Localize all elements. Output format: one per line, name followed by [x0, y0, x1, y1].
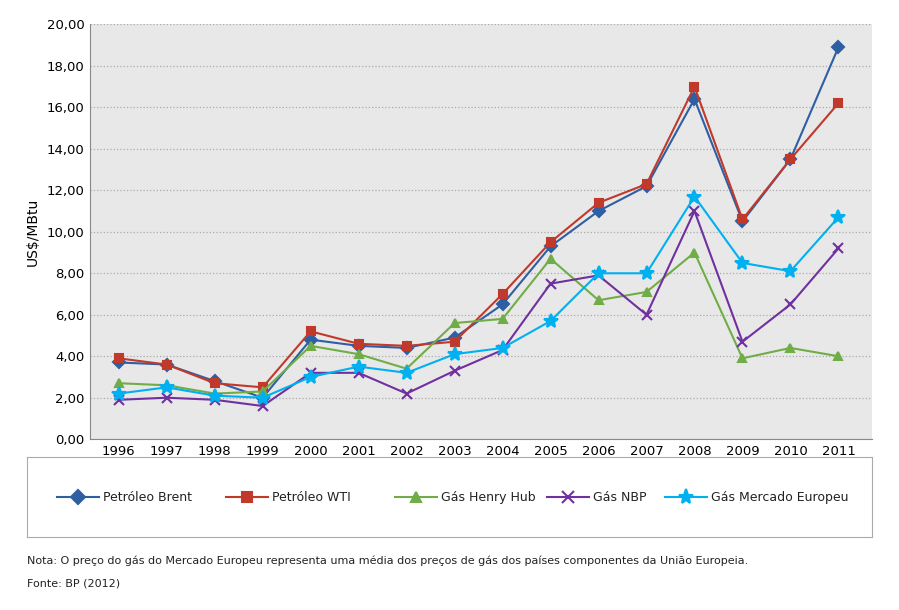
Gás NBP: [306, 369, 316, 376]
Gás Henry Hub: [497, 315, 508, 323]
Petróleo Brent: [785, 156, 796, 163]
Gás NBP: [737, 338, 748, 345]
Petróleo Brent: [593, 207, 604, 215]
Petróleo WTI: [161, 361, 172, 368]
Line: Gás Henry Hub: Gás Henry Hub: [114, 248, 842, 398]
Text: Gás NBP: Gás NBP: [593, 490, 646, 504]
Gás NBP: [161, 394, 172, 401]
Gás Mercado Europeu: [353, 363, 364, 370]
Y-axis label: US$/MBtu: US$/MBtu: [25, 198, 40, 266]
Petróleo WTI: [690, 83, 700, 90]
Line: Gás NBP: Gás NBP: [114, 206, 843, 411]
Petróleo WTI: [401, 342, 412, 350]
Petróleo Brent: [545, 243, 556, 250]
Petróleo WTI: [833, 99, 844, 107]
Gás Henry Hub: [545, 255, 556, 262]
Petróleo Brent: [450, 334, 460, 341]
Gás Henry Hub: [833, 353, 844, 360]
Petróleo WTI: [593, 199, 604, 206]
Gás Henry Hub: [593, 296, 604, 304]
Gás Henry Hub: [113, 379, 124, 387]
Gás Henry Hub: [161, 382, 172, 389]
Gás Mercado Europeu: [450, 351, 460, 358]
Line: Petróleo Brent: Petróleo Brent: [114, 43, 842, 402]
Petróleo Brent: [306, 336, 316, 343]
Gás Mercado Europeu: [833, 214, 844, 221]
Gás NBP: [641, 311, 652, 318]
Gás NBP: [690, 207, 700, 215]
Gás NBP: [833, 245, 844, 252]
Petróleo WTI: [497, 290, 508, 298]
Petróleo WTI: [113, 354, 124, 362]
Petróleo Brent: [737, 218, 748, 225]
Gás Mercado Europeu: [113, 390, 124, 397]
Gás NBP: [785, 301, 796, 308]
Gás Henry Hub: [450, 320, 460, 327]
Petróleo WTI: [545, 239, 556, 246]
Gás Henry Hub: [401, 365, 412, 372]
Petróleo WTI: [641, 181, 652, 188]
Gás Mercado Europeu: [257, 394, 268, 401]
Petróleo Brent: [833, 43, 844, 51]
Text: Gás Henry Hub: Gás Henry Hub: [441, 490, 536, 504]
Text: Petróleo WTI: Petróleo WTI: [272, 490, 351, 504]
Gás NBP: [401, 390, 412, 397]
Petróleo Brent: [257, 394, 268, 401]
Gás Mercado Europeu: [545, 317, 556, 325]
Petróleo WTI: [785, 156, 796, 163]
Gás NBP: [593, 271, 604, 279]
Text: Nota: O preço do gás do Mercado Europeu representa uma média dos preços de gás d: Nota: O preço do gás do Mercado Europeu …: [27, 556, 748, 566]
Gás NBP: [353, 369, 364, 376]
Gás Mercado Europeu: [161, 384, 172, 391]
Petróleo WTI: [306, 328, 316, 335]
Petróleo WTI: [737, 216, 748, 223]
Gás Mercado Europeu: [690, 193, 700, 200]
Gás NBP: [209, 396, 220, 403]
Petróleo WTI: [353, 340, 364, 348]
Petróleo WTI: [257, 384, 268, 391]
Gás Mercado Europeu: [737, 259, 748, 267]
Petróleo Brent: [353, 342, 364, 350]
Petróleo Brent: [401, 344, 412, 351]
Gás Mercado Europeu: [593, 270, 604, 277]
Gás Mercado Europeu: [401, 369, 412, 376]
Gás Mercado Europeu: [497, 344, 508, 351]
Gás Mercado Europeu: [209, 392, 220, 400]
Petróleo Brent: [497, 301, 508, 308]
Gás NBP: [257, 403, 268, 410]
Gás Henry Hub: [690, 249, 700, 256]
Gás Henry Hub: [785, 344, 796, 351]
Petróleo WTI: [209, 379, 220, 387]
Gás Henry Hub: [257, 388, 268, 395]
Gás Henry Hub: [641, 289, 652, 296]
Petróleo Brent: [641, 182, 652, 190]
Petróleo Brent: [209, 378, 220, 385]
Gás NBP: [545, 280, 556, 287]
Petróleo Brent: [161, 361, 172, 368]
Gás Henry Hub: [209, 390, 220, 397]
Petróleo Brent: [690, 95, 700, 102]
Gás Henry Hub: [737, 354, 748, 362]
Petróleo WTI: [450, 338, 460, 345]
Text: Fonte: BP (2012): Fonte: BP (2012): [27, 579, 120, 589]
Gás NBP: [497, 346, 508, 354]
Line: Petróleo WTI: Petróleo WTI: [114, 82, 842, 392]
Gás Mercado Europeu: [641, 270, 652, 277]
Gás Henry Hub: [353, 351, 364, 358]
Gás NBP: [450, 367, 460, 375]
Text: Gás Mercado Europeu: Gás Mercado Europeu: [711, 490, 849, 504]
Gás Mercado Europeu: [306, 373, 316, 381]
Gás Mercado Europeu: [785, 268, 796, 275]
Text: Petróleo Brent: Petróleo Brent: [103, 490, 192, 504]
Line: Gás Mercado Europeu: Gás Mercado Europeu: [111, 190, 845, 404]
Petróleo Brent: [113, 359, 124, 366]
Gás Henry Hub: [306, 342, 316, 350]
Gás NBP: [113, 396, 124, 403]
